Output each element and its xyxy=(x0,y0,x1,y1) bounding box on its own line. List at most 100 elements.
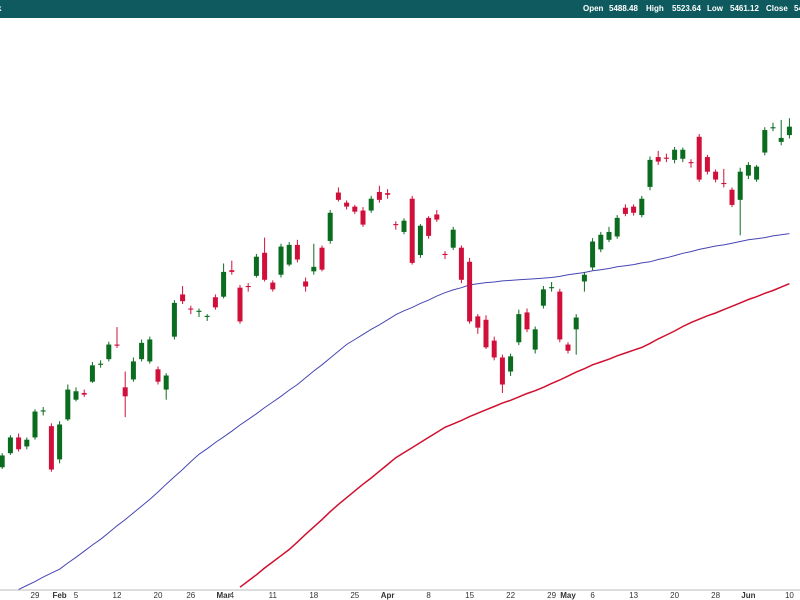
candle-body xyxy=(729,189,735,205)
candle-body xyxy=(672,149,678,160)
candle-body xyxy=(311,266,317,272)
candle-body xyxy=(688,162,694,164)
candle-body xyxy=(663,157,669,159)
x-tick-label: 22 xyxy=(506,591,515,600)
x-tick-label: 8 xyxy=(426,591,431,600)
candle-body xyxy=(147,339,153,362)
header-label: Close xyxy=(766,4,788,13)
candle-body xyxy=(73,391,79,400)
candle-body xyxy=(204,315,210,317)
candle-body xyxy=(122,387,128,397)
candle-body xyxy=(114,344,120,346)
candle-body xyxy=(98,363,104,365)
x-tick-label: 4 xyxy=(230,591,235,600)
candle-body xyxy=(491,340,497,358)
candle-body xyxy=(385,193,391,195)
candle-body xyxy=(245,285,251,288)
candle-body xyxy=(89,365,95,382)
candle-body xyxy=(32,411,38,438)
candle-body xyxy=(786,126,792,136)
candle-body xyxy=(327,212,333,241)
candle-body xyxy=(171,302,177,337)
x-tick-label: 11 xyxy=(269,591,278,600)
candle-body xyxy=(221,271,227,297)
candle-body xyxy=(655,157,661,162)
candle-body xyxy=(393,224,399,226)
candle-body xyxy=(237,287,243,322)
candle-body xyxy=(229,270,235,272)
candle-body xyxy=(253,256,259,276)
candle-body xyxy=(458,247,464,280)
candle-body xyxy=(130,361,136,380)
candle-body xyxy=(442,253,448,256)
candle-body xyxy=(573,317,579,330)
header-value: 5523.64 xyxy=(672,4,701,13)
candle-body xyxy=(680,149,686,159)
candle-body xyxy=(426,217,432,236)
candle-body xyxy=(335,192,341,200)
candle-body xyxy=(499,357,505,385)
candle-body xyxy=(303,281,309,287)
candle-body xyxy=(139,342,145,360)
candle-body xyxy=(754,166,760,180)
x-tick-label: 26 xyxy=(186,591,195,600)
x-tick-label: 18 xyxy=(309,591,318,600)
header-value: 5461.12 xyxy=(730,4,759,13)
candle-body xyxy=(631,206,637,213)
candle-body xyxy=(106,344,112,360)
candle-body xyxy=(483,319,489,348)
x-tick-label: 29 xyxy=(547,591,556,600)
candle-body xyxy=(319,247,325,270)
x-tick-label: 5 xyxy=(74,591,79,600)
candle-body xyxy=(196,310,202,312)
candle-body xyxy=(294,244,300,260)
x-tick-label: Jun xyxy=(741,591,755,600)
candle-body xyxy=(16,437,22,450)
candle-body xyxy=(155,369,161,382)
candle-body xyxy=(434,214,440,220)
x-tick-label: 10 xyxy=(785,591,794,600)
candle-body xyxy=(188,308,194,310)
candle-body xyxy=(7,437,13,454)
header-label: Open xyxy=(583,4,604,13)
candle-body xyxy=(508,356,514,372)
header-value: 5460.48 xyxy=(794,4,800,13)
candle-body xyxy=(360,210,366,225)
candle-body xyxy=(540,289,546,306)
candle-body xyxy=(581,274,587,282)
candle-body xyxy=(0,455,5,468)
candle-body xyxy=(417,225,423,256)
header-label: High xyxy=(646,4,664,13)
candle-body xyxy=(286,244,292,265)
candle-body xyxy=(344,202,350,207)
x-tick-label: 25 xyxy=(350,591,359,600)
candle-body xyxy=(745,164,751,176)
x-tick-label: 15 xyxy=(465,591,474,600)
candle-body xyxy=(557,291,563,340)
candle-body xyxy=(48,426,54,470)
candle-body xyxy=(590,241,596,268)
candle-body xyxy=(212,297,218,308)
candle-body xyxy=(770,127,776,129)
candle-body xyxy=(598,234,604,250)
candle-body xyxy=(737,171,743,200)
x-tick-label: May xyxy=(560,591,576,600)
candle-body xyxy=(524,312,530,330)
candle-body xyxy=(647,159,653,187)
candle-body xyxy=(696,136,702,180)
moving-average-line xyxy=(239,283,790,588)
x-tick-label: 20 xyxy=(670,591,679,600)
candle-body xyxy=(65,389,71,420)
candle-body xyxy=(262,252,268,280)
candle-body xyxy=(409,198,415,263)
x-tick-label: 29 xyxy=(31,591,40,600)
header-label: Low xyxy=(707,4,724,13)
candle-body xyxy=(467,261,473,322)
x-tick-label: Apr xyxy=(381,591,395,600)
candle-body xyxy=(721,182,727,185)
candle-body xyxy=(163,375,169,390)
candle-body xyxy=(40,410,46,412)
candle-body xyxy=(565,344,571,351)
candle-body xyxy=(270,282,276,290)
